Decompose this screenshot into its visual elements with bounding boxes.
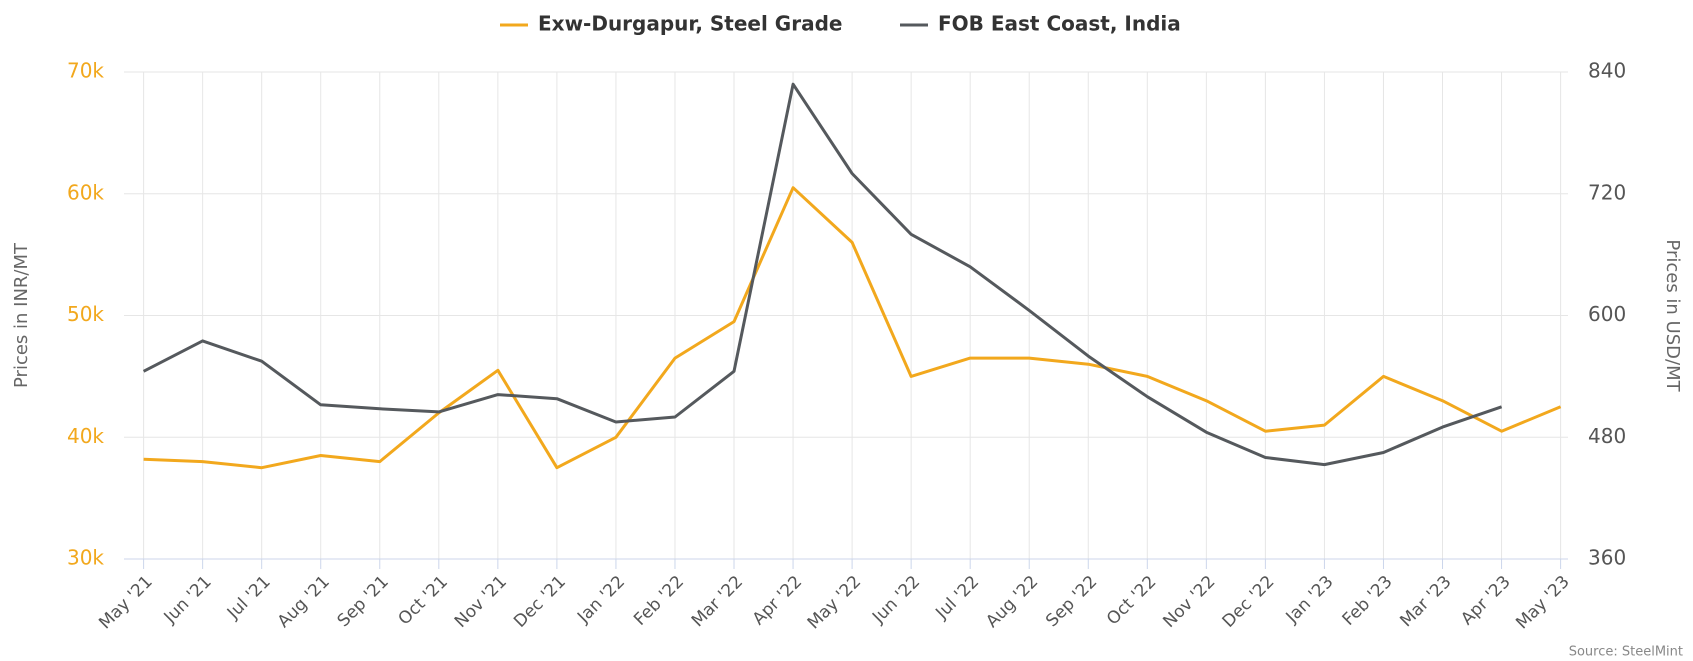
x-tick-label: Jan '23 [1282, 572, 1338, 628]
source: Source: SteelMint [1569, 645, 1683, 660]
x-tick-label: Sep '22 [1042, 572, 1101, 631]
series-line [142, 82, 1503, 467]
y-axis-title: Prices in INR/MT [11, 242, 32, 388]
x-tick-label: Jul '22 [931, 572, 983, 624]
x-tick-label: Dec '22 [1219, 572, 1279, 632]
y-tick-label: 40k [67, 424, 104, 448]
x-tick-label: Oct '21 [395, 572, 452, 629]
y2-tick-label: 840 [1588, 59, 1626, 83]
series-line [143, 186, 1562, 470]
y2-tick-label: 600 [1588, 302, 1626, 326]
legend-label: FOB East Coast, India [938, 12, 1181, 36]
x-tick-label: Mar '22 [688, 572, 747, 631]
y2-tick-label: 480 [1588, 424, 1626, 448]
y2-axis-title: Prices in USD/MT [1662, 239, 1683, 392]
x-tick-label: Sep '21 [334, 572, 393, 631]
legend-label: Exw-Durgapur, Steel Grade [538, 12, 842, 36]
x-tick-label: May '22 [804, 572, 865, 633]
y2-tick-label: 720 [1588, 180, 1626, 204]
x-tick-label: Jan '22 [573, 572, 629, 628]
y-tick-label: 50k [67, 302, 104, 326]
x-tick-label: Apr '23 [1457, 572, 1514, 629]
x-tick-label: May '21 [95, 572, 156, 633]
x-tick-label: Jun '22 [868, 572, 924, 628]
y-tick-label: 60k [67, 180, 104, 204]
x-tick-label: May '23 [1512, 572, 1573, 633]
y-tick-label: 30k [67, 546, 104, 570]
x-tick-label: Oct '22 [1103, 572, 1160, 629]
x-tick-label: Apr '22 [749, 572, 806, 629]
y2-tick-label: 360 [1588, 546, 1626, 570]
y-tick-label: 70k [67, 59, 104, 83]
x-tick-label: Nov '22 [1159, 572, 1219, 632]
x-tick-label: Aug '21 [274, 572, 334, 632]
x-tick-label: Feb '22 [630, 572, 688, 630]
x-tick-label: Jul '21 [223, 572, 275, 624]
x-tick-label: Dec '21 [510, 572, 570, 632]
x-tick-label: Aug '22 [982, 572, 1042, 632]
x-tick-label: Jun '21 [160, 572, 216, 628]
x-tick-label: Nov '21 [451, 572, 511, 632]
x-tick-label: Feb '23 [1339, 572, 1397, 630]
x-tick-label: Mar '23 [1396, 572, 1455, 631]
